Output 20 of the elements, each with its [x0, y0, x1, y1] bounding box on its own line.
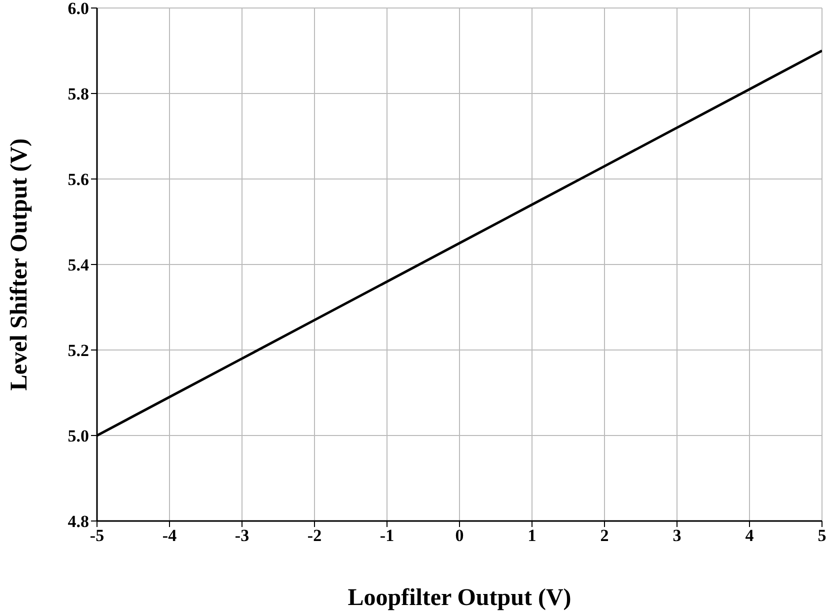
y-axis-title: Level Shifter Output (V) — [6, 138, 33, 391]
y-tick-label: 5.0 — [68, 426, 89, 446]
x-tick-label: -5 — [90, 526, 104, 546]
x-tick-label: 1 — [528, 526, 536, 546]
x-tick-label: -2 — [307, 526, 322, 546]
x-tick-label: 0 — [455, 526, 464, 546]
x-tick-label: -3 — [234, 526, 250, 546]
x-tick-label: 3 — [672, 526, 682, 546]
y-tick-label: 4.8 — [68, 512, 89, 532]
y-tick-label: 5.6 — [68, 170, 89, 190]
y-tick-label: 6.0 — [68, 0, 89, 18]
x-tick-label: -1 — [380, 526, 394, 546]
x-tick-label: 5 — [818, 526, 826, 546]
x-tick-label: -4 — [162, 526, 178, 546]
x-axis-title: Loopfilter Output (V) — [348, 585, 572, 611]
x-tick-label: 2 — [600, 526, 609, 546]
x-tick-label: 4 — [745, 526, 754, 546]
y-tick-label: 5.4 — [68, 256, 90, 275]
y-tick-label: 5.2 — [68, 341, 89, 360]
y-tick-label: 5.8 — [68, 84, 89, 104]
